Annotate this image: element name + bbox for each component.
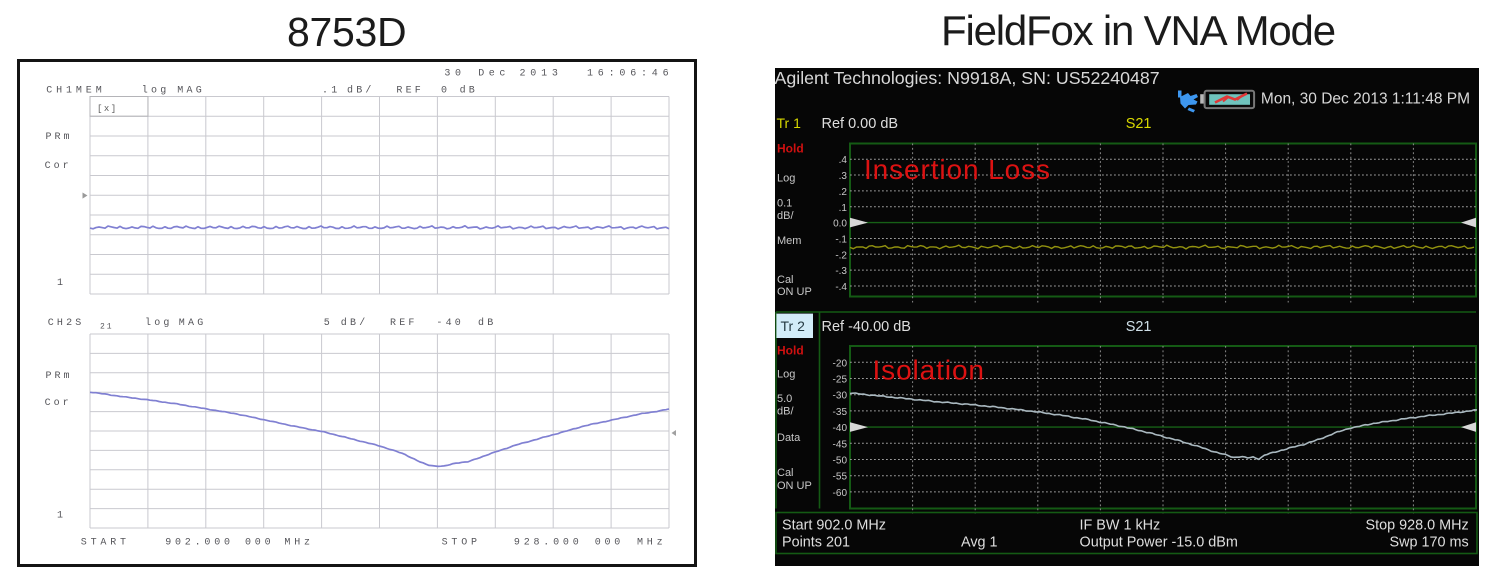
svg-text:Dec: Dec	[478, 69, 510, 80]
svg-text:-.4: -.4	[835, 282, 847, 293]
svg-text:30: 30	[444, 69, 465, 80]
svg-text:Mon, 30 Dec 2013 1:11:48 PM: Mon, 30 Dec 2013 1:11:48 PM	[1261, 91, 1470, 108]
svg-text:dB/: dB/	[777, 406, 794, 418]
svg-text:5: 5	[324, 318, 333, 329]
svg-text:dB/: dB/	[777, 210, 794, 222]
svg-text:dB/: dB/	[347, 84, 375, 96]
svg-text:-55: -55	[833, 472, 848, 483]
svg-text:dB/: dB/	[341, 317, 369, 329]
svg-text:-35: -35	[833, 407, 848, 418]
svg-text:ON UP: ON UP	[777, 286, 812, 298]
svg-text:S21: S21	[1126, 319, 1152, 335]
svg-text:Stop 928.0 MHz: Stop 928.0 MHz	[1366, 518, 1469, 534]
svg-text:Points 201: Points 201	[782, 534, 850, 550]
svg-text:.1: .1	[322, 85, 340, 96]
svg-text:-.1: -.1	[835, 234, 847, 245]
svg-text:Agilent Technologies: N9918A,: Agilent Technologies: N9918A, SN: US5224…	[775, 68, 1160, 88]
svg-text:Ref -40.00 dB: Ref -40.00 dB	[822, 319, 911, 335]
svg-text:REF: REF	[390, 318, 418, 329]
svg-text:-45: -45	[833, 439, 848, 450]
svg-text:S21: S21	[1126, 116, 1152, 132]
svg-text:902.000: 902.000	[165, 537, 234, 548]
svg-text:.4: .4	[839, 155, 848, 166]
svg-text:-.3: -.3	[835, 266, 847, 277]
svg-text:Log: Log	[777, 173, 795, 185]
svg-text:CH1MEM: CH1MEM	[46, 85, 105, 96]
svg-text:000: 000	[595, 537, 624, 548]
svg-text:Cor: Cor	[45, 161, 72, 172]
svg-text:21: 21	[100, 323, 114, 332]
svg-text:Tr 2: Tr 2	[781, 318, 806, 334]
svg-text:0: 0	[441, 85, 450, 96]
svg-text:Hold: Hold	[777, 142, 804, 156]
svg-text:log: log	[145, 317, 173, 329]
svg-text:Cor: Cor	[45, 398, 72, 409]
svg-text:MAG: MAG	[177, 85, 205, 96]
svg-text:928.000: 928.000	[514, 537, 583, 548]
svg-text:-40: -40	[436, 318, 464, 329]
svg-text:2013: 2013	[520, 69, 563, 80]
svg-text:.3: .3	[839, 171, 848, 182]
svg-text:MAG: MAG	[179, 318, 207, 329]
svg-text:-60: -60	[833, 488, 848, 499]
svg-text:PRm: PRm	[46, 132, 73, 143]
svg-text:-20: -20	[833, 358, 848, 369]
svg-text:1: 1	[57, 511, 66, 522]
svg-text:dB: dB	[478, 317, 496, 329]
svg-text:Start 902.0 MHz: Start 902.0 MHz	[782, 518, 886, 534]
svg-text:Log: Log	[777, 369, 795, 381]
svg-text:Data: Data	[777, 432, 801, 444]
svg-text:Swp 170 ms: Swp 170 ms	[1390, 534, 1469, 550]
svg-text:Cal: Cal	[777, 467, 794, 479]
svg-text:-40: -40	[833, 423, 848, 434]
svg-text:IF BW 1 kHz: IF BW 1 kHz	[1080, 518, 1161, 534]
svg-text:Tr 1: Tr 1	[777, 115, 802, 131]
svg-text:Mem: Mem	[777, 235, 801, 247]
svg-text:Output Power -15.0 dBm: Output Power -15.0 dBm	[1080, 534, 1238, 550]
svg-text:16:06:46: 16:06:46	[587, 69, 673, 80]
svg-text:log: log	[142, 84, 170, 96]
svg-text:CH2S: CH2S	[48, 318, 85, 329]
svg-text:1: 1	[57, 278, 66, 289]
svg-text:5.0: 5.0	[777, 393, 792, 405]
svg-text:000: 000	[245, 537, 274, 548]
svg-text:Ref 0.00 dB: Ref 0.00 dB	[822, 116, 899, 132]
svg-text:-50: -50	[833, 456, 848, 467]
svg-text:-30: -30	[833, 391, 848, 402]
svg-text:REF: REF	[396, 85, 424, 96]
svg-text:-25: -25	[833, 375, 848, 386]
svg-text:.1: .1	[839, 203, 848, 214]
svg-text:MHz: MHz	[637, 537, 666, 548]
svg-text:Avg 1: Avg 1	[961, 534, 998, 550]
svg-text:.2: .2	[839, 187, 848, 198]
svg-text:PRm: PRm	[46, 371, 73, 382]
svg-text:[x]: [x]	[97, 104, 118, 114]
svg-text:Hold: Hold	[777, 344, 804, 358]
svg-text:STOP: STOP	[442, 537, 481, 548]
svg-text:Cal: Cal	[777, 274, 794, 286]
svg-text:Insertion Loss: Insertion Loss	[864, 154, 1051, 185]
svg-text:ON UP: ON UP	[777, 480, 812, 492]
svg-text:0.1: 0.1	[777, 198, 792, 210]
svg-text:MHz: MHz	[284, 537, 313, 548]
svg-text:-.2: -.2	[835, 250, 847, 261]
svg-text:dB: dB	[460, 84, 478, 96]
svg-text:START: START	[81, 537, 130, 548]
svg-text:Isolation: Isolation	[873, 355, 985, 386]
svg-text:0.0: 0.0	[833, 219, 847, 230]
